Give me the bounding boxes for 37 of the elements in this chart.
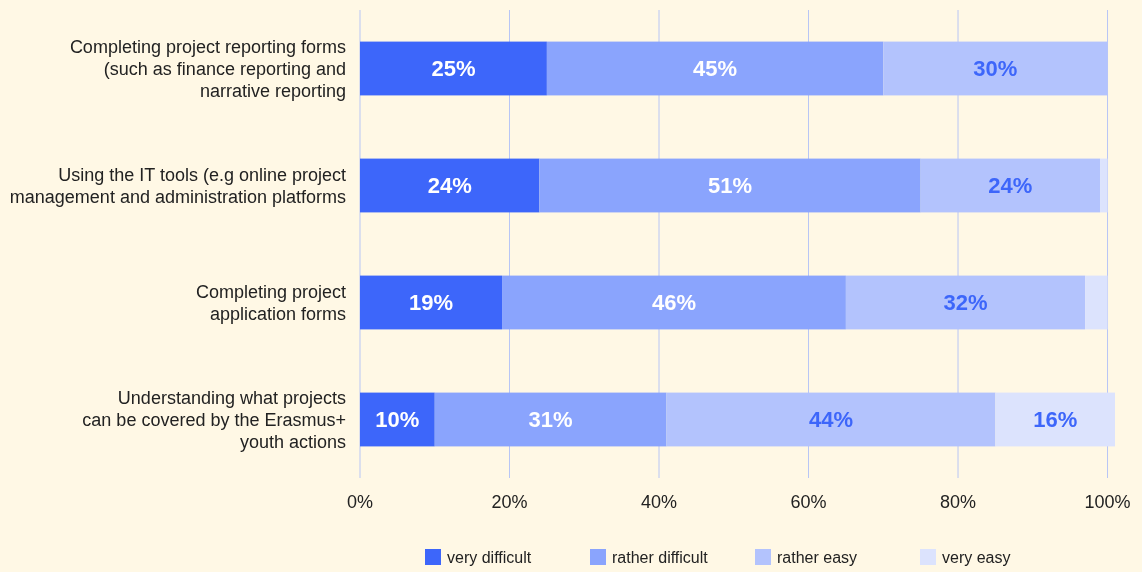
data-label: 19% [408,290,454,316]
legend-label: very easy [942,548,1011,566]
x-tick-label: 60% [790,492,827,512]
bar [502,275,846,330]
y-tick-label: Completing project reporting forms (such as finance reporting and narrative reporting [69,36,346,101]
bar [1100,158,1108,213]
legend-label: rather easy [777,548,858,566]
data-label: 51% [708,173,753,199]
x-tick-label: 40% [640,492,678,512]
data-label: 31% [528,407,573,433]
data-label: 10% [375,407,420,433]
bar [546,41,884,96]
data-label: 45% [693,56,738,82]
x-tick-label: 100% [1084,492,1131,512]
data-label: 30% [973,56,1018,82]
data-label: 16% [1033,407,1078,433]
x-tick-label: 20% [491,492,528,512]
data-label: 24% [988,173,1033,199]
bar [360,158,540,213]
y-tick-label: Completing project application forms [195,281,346,324]
data-label: 44% [808,407,853,433]
legend-label: rather difficult [612,548,709,566]
bar [360,41,547,96]
bar [434,392,667,447]
bar [995,392,1115,447]
data-label: 32% [943,290,988,316]
data-label: 46% [651,290,696,316]
bar [1085,275,1108,330]
bar [539,158,921,213]
data-label: 24% [427,173,472,199]
y-tick-label: Understanding what projects can be covered by the Erasmus+ youth actions [82,387,346,452]
x-tick-label: 80% [940,492,977,512]
x-tick-label: 0% [346,492,374,512]
y-tick-label: Using the IT tools (e.g online project management and administration platforms [9,164,346,207]
bar [360,275,503,330]
legend-label: very difficult [447,548,532,566]
data-label: 25% [431,56,476,82]
